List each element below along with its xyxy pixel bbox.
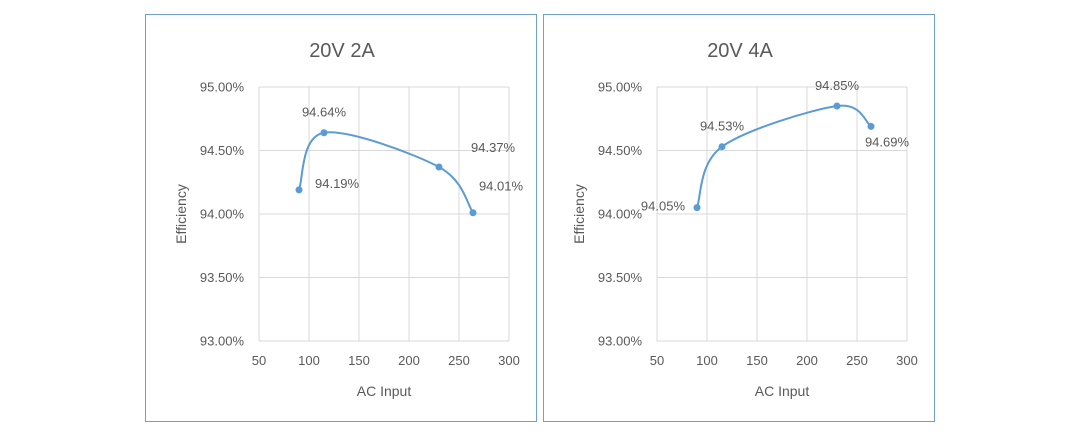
data-point <box>693 204 701 212</box>
x-tick-label: 200 <box>398 353 420 368</box>
y-axis-title: Efficiency <box>173 184 189 244</box>
x-tick-label: 300 <box>896 353 918 368</box>
y-tick-label: 93.00% <box>200 334 245 349</box>
data-point <box>833 102 841 110</box>
data-point <box>469 209 477 217</box>
data-point <box>295 186 303 194</box>
x-tick-label: 150 <box>746 353 768 368</box>
data-label: 94.01% <box>479 179 524 194</box>
data-label: 94.37% <box>471 140 516 155</box>
data-label: 94.05% <box>641 199 686 214</box>
chart-panel-20v-2a: 20V 2A 93.00% 93.50% 94.00% 94.50% 95.00% 50 10… <box>145 14 537 422</box>
x-axis-title: AC Input <box>755 383 810 399</box>
series-line <box>298 131 474 214</box>
chart-title: 20V 4A <box>707 40 773 62</box>
data-label: 94.19% <box>315 176 360 191</box>
chart-20v-4a: 20V 4A 93.00% 93.50% 94.00% 94.50% 95.00% 50 10… <box>571 40 918 399</box>
data-point <box>435 163 443 171</box>
x-tick-label: 250 <box>448 353 470 368</box>
y-tick-label: 94.50% <box>200 143 245 158</box>
y-tick-label: 95.00% <box>598 80 643 95</box>
y-tick-label: 93.50% <box>200 270 245 285</box>
y-tick-label: 94.00% <box>598 207 643 222</box>
x-tick-label: 50 <box>650 353 664 368</box>
data-point <box>718 143 726 151</box>
y-tick-label: 93.00% <box>598 334 643 349</box>
y-tick-label: 94.00% <box>200 207 245 222</box>
data-point <box>867 122 875 130</box>
data-label: 94.85% <box>815 78 860 93</box>
y-tick-label: 94.50% <box>598 143 643 158</box>
data-label: 94.64% <box>302 105 347 120</box>
chart-20v-2a: 20V 2A 93.00% 93.50% 94.00% 94.50% 95.00% 50 10… <box>173 40 524 399</box>
x-tick-label: 100 <box>696 353 718 368</box>
series-line <box>696 104 872 209</box>
y-tick-label: 93.50% <box>598 270 643 285</box>
data-label: 94.53% <box>700 119 745 134</box>
x-tick-label: 300 <box>498 353 520 368</box>
y-tick-label: 95.00% <box>200 80 245 95</box>
chart-panel-20v-4a: 20V 4A 93.00% 93.50% 94.00% 94.50% 95.00% 50 10… <box>543 14 935 422</box>
x-tick-label: 150 <box>348 353 370 368</box>
x-tick-label: 50 <box>252 353 266 368</box>
x-tick-label: 250 <box>846 353 868 368</box>
y-axis-title: Efficiency <box>571 184 587 244</box>
x-tick-label: 200 <box>796 353 818 368</box>
x-axis-title: AC Input <box>357 383 412 399</box>
data-label: 94.69% <box>865 134 910 149</box>
chart-title: 20V 2A <box>309 40 375 62</box>
x-tick-label: 100 <box>298 353 320 368</box>
data-point <box>320 129 328 137</box>
